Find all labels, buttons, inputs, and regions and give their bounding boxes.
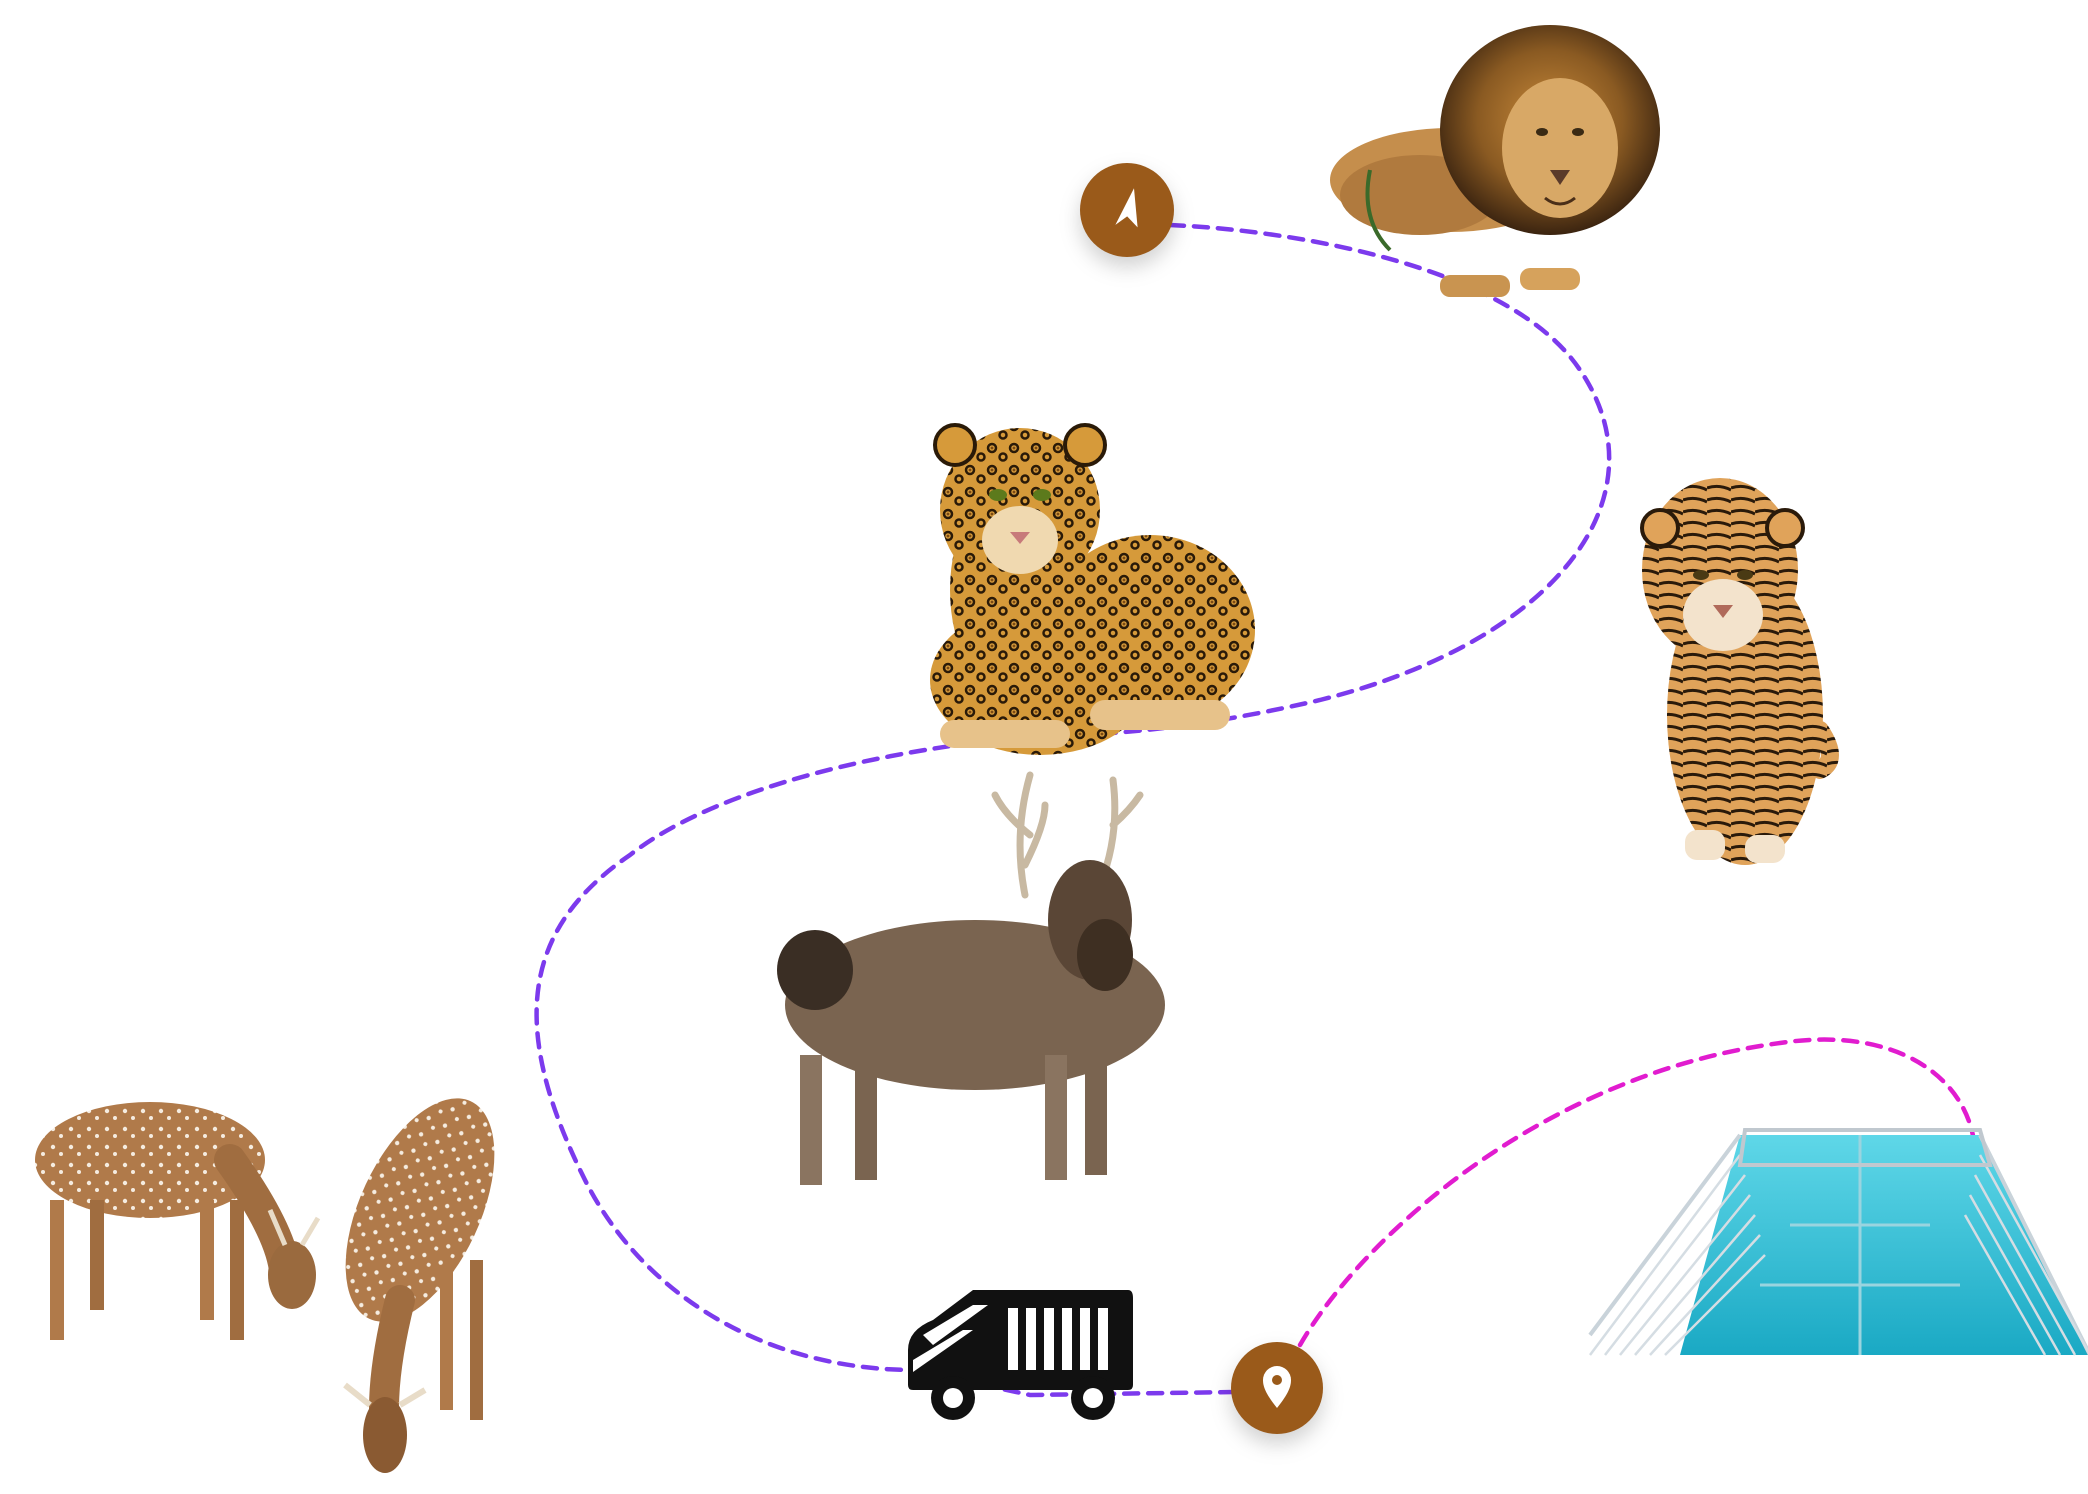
navigation-arrow-icon — [1115, 188, 1138, 228]
leopard-image — [930, 423, 1255, 755]
lion-image — [1330, 25, 1660, 297]
safari-bus-marker[interactable] — [908, 1290, 1133, 1420]
spotted-deer-image-1 — [35, 1102, 321, 1340]
tiger-image — [1640, 478, 1839, 865]
location-pin-icon — [1263, 1366, 1291, 1408]
glass-skywalk-image — [1588, 1128, 2088, 1356]
safari-bus-icon — [908, 1290, 1133, 1420]
spotted-deer-image-2 — [343, 1098, 495, 1473]
route-secondary — [1297, 1037, 1978, 1348]
sambar-deer-image — [777, 771, 1165, 1185]
start-marker[interactable] — [1080, 163, 1174, 257]
route-main — [534, 222, 1612, 1398]
destination-marker[interactable] — [1231, 1342, 1323, 1434]
